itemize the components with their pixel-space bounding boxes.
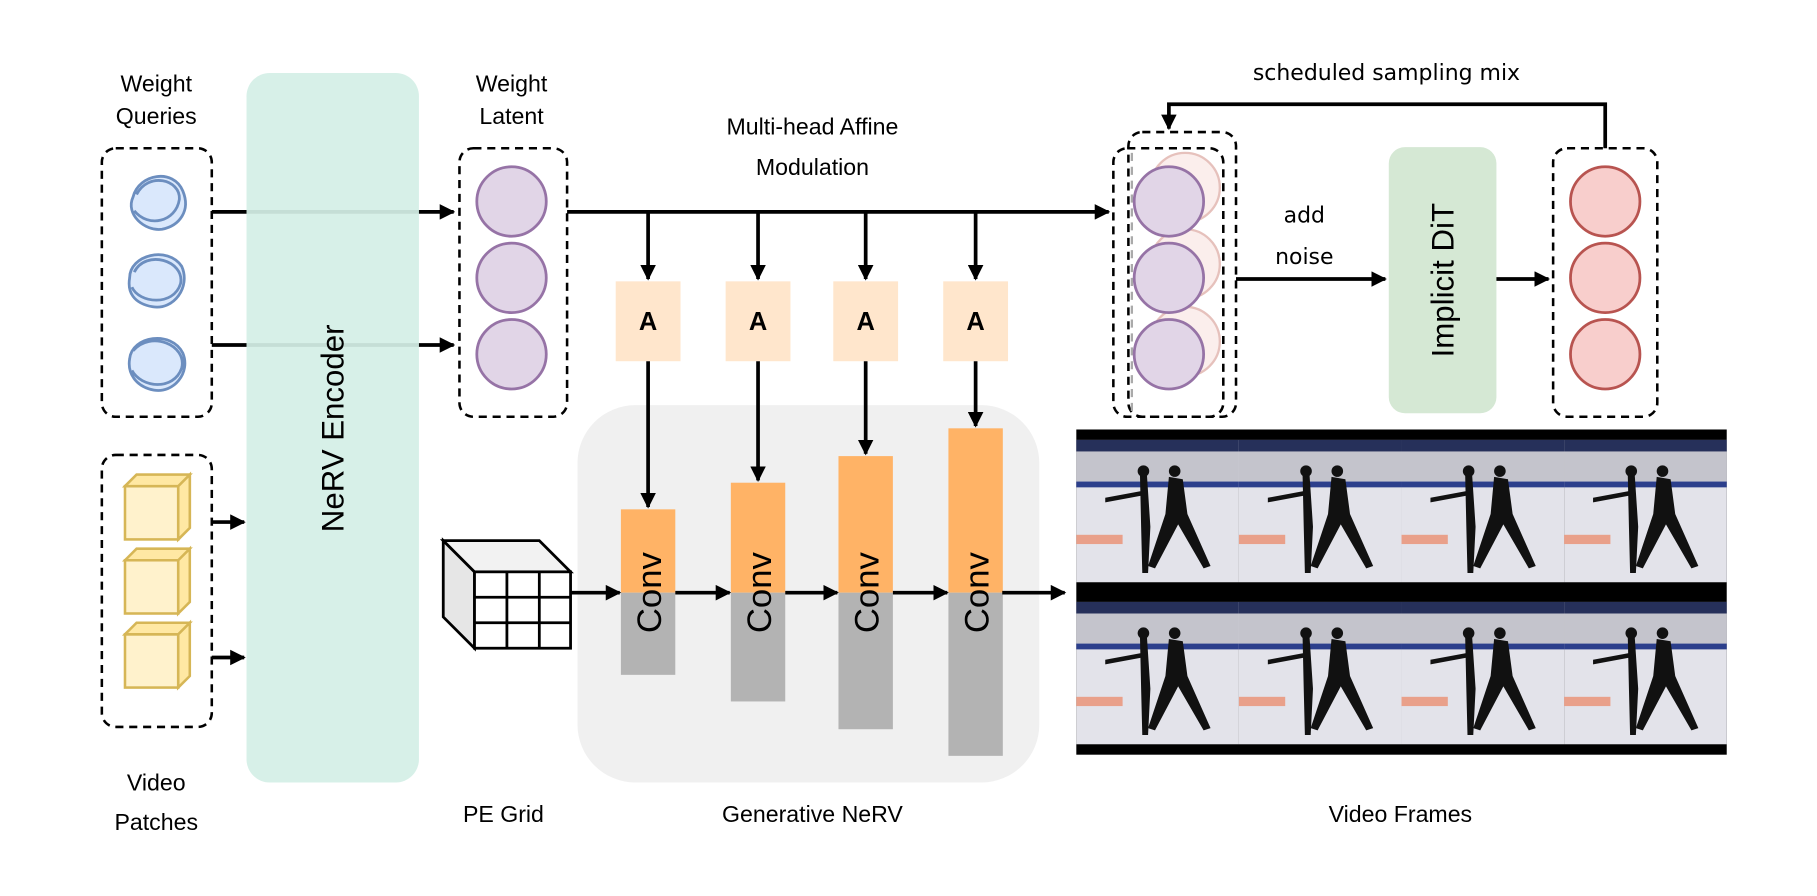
scheduled-sampling-label: scheduled sampling mix	[1253, 61, 1520, 86]
output-token-1	[1569, 165, 1642, 238]
video-frames-grid	[1076, 439, 1727, 745]
nerv-encoder-block	[246, 73, 419, 783]
conv-block-bottom-4	[948, 592, 1003, 756]
nerv-stages: A Conv A Conv A Conv A Conv	[567, 211, 1067, 756]
video-frame-r1-c2	[1238, 439, 1402, 583]
video-patches-label-2: Patches	[114, 809, 198, 835]
noisy-latent-token-2	[1132, 241, 1206, 314]
query-scribble-3	[127, 337, 187, 392]
query-scribble-2	[127, 253, 186, 309]
conv-label-4: Conv	[958, 552, 996, 634]
noisy-latent-token-3	[1132, 318, 1206, 391]
latent-token-3	[475, 318, 548, 391]
video-patches-label-1: Video	[127, 770, 186, 796]
latent-token-1	[475, 165, 548, 238]
patch-cube-1	[121, 471, 193, 543]
noisy-latent-tokens	[1132, 165, 1206, 391]
conv-block-bottom-2	[730, 592, 786, 702]
pe-grid-label: PE Grid	[463, 801, 544, 827]
video-frame-r2-c2	[1238, 601, 1402, 745]
patch-cube-3	[121, 619, 193, 691]
noisy-latent-box	[1112, 146, 1225, 419]
weight-latent-tokens	[475, 165, 548, 391]
video-patches-box	[100, 453, 214, 729]
video-frame-r2-c3	[1401, 601, 1565, 745]
weight-query-tokens	[127, 175, 187, 392]
video-patch-cubes	[121, 471, 193, 691]
conv-block-bottom-3	[838, 592, 893, 730]
affine-block-3	[833, 281, 899, 362]
conv-block-top-4	[948, 428, 1003, 593]
weight-latent-label-2: Latent	[479, 103, 544, 129]
weight-queries-label-1: Weight	[120, 71, 192, 97]
weight-queries-label-2: Queries	[116, 103, 197, 129]
video-frames-label: Video Frames	[1329, 801, 1473, 827]
modulation-label-2: Modulation	[756, 154, 869, 180]
nerv-encoder-label: NeRV Encoder	[316, 324, 351, 532]
noisy-latent-token-1	[1132, 165, 1206, 238]
conv-block-top-3	[838, 456, 893, 593]
weight-latent-box	[458, 146, 569, 419]
conv-block-top-1	[620, 509, 676, 593]
latent-token-2	[475, 241, 548, 314]
weight-queries-box	[100, 146, 214, 419]
video-frame-r2-c4	[1564, 601, 1727, 745]
affine-label-1: A	[639, 308, 657, 336]
affine-block-2	[725, 281, 791, 362]
affine-label-2: A	[749, 308, 767, 336]
add-noise-label-1: add	[1284, 203, 1325, 228]
output-token-2	[1569, 241, 1642, 314]
affine-label-3: A	[856, 308, 874, 336]
output-token-3	[1569, 318, 1642, 391]
conv-label-3: Conv	[848, 552, 886, 634]
affine-block-4	[943, 281, 1009, 362]
affine-label-4: A	[966, 308, 984, 336]
conv-label-2: Conv	[741, 552, 779, 634]
implicit-dit-label: Implicit DiT	[1426, 203, 1461, 357]
video-frame-r1-c3	[1401, 439, 1565, 583]
video-frame-r1-c4	[1564, 439, 1727, 583]
patch-cube-2	[121, 545, 193, 617]
modulation-label-1: Multi-head Affine	[727, 113, 899, 139]
weight-latent-label-1: Weight	[476, 71, 548, 97]
pe-grid-icon	[439, 537, 574, 652]
scheduled-sampling-arrow	[1161, 102, 1608, 149]
video-frame-r2-c1	[1076, 601, 1239, 745]
video-frame-r1-c1	[1076, 439, 1239, 583]
conv-block-bottom-1	[620, 592, 676, 675]
implicit-dit-block	[1388, 147, 1497, 414]
conv-block-top-2	[730, 482, 786, 593]
conv-label-1: Conv	[631, 552, 669, 634]
query-scribble-1	[129, 175, 187, 231]
add-noise-label-2: noise	[1275, 245, 1333, 270]
affine-block-1	[615, 281, 681, 362]
generative-nerv-label: Generative NeRV	[722, 801, 903, 827]
output-latent-tokens	[1569, 165, 1642, 391]
